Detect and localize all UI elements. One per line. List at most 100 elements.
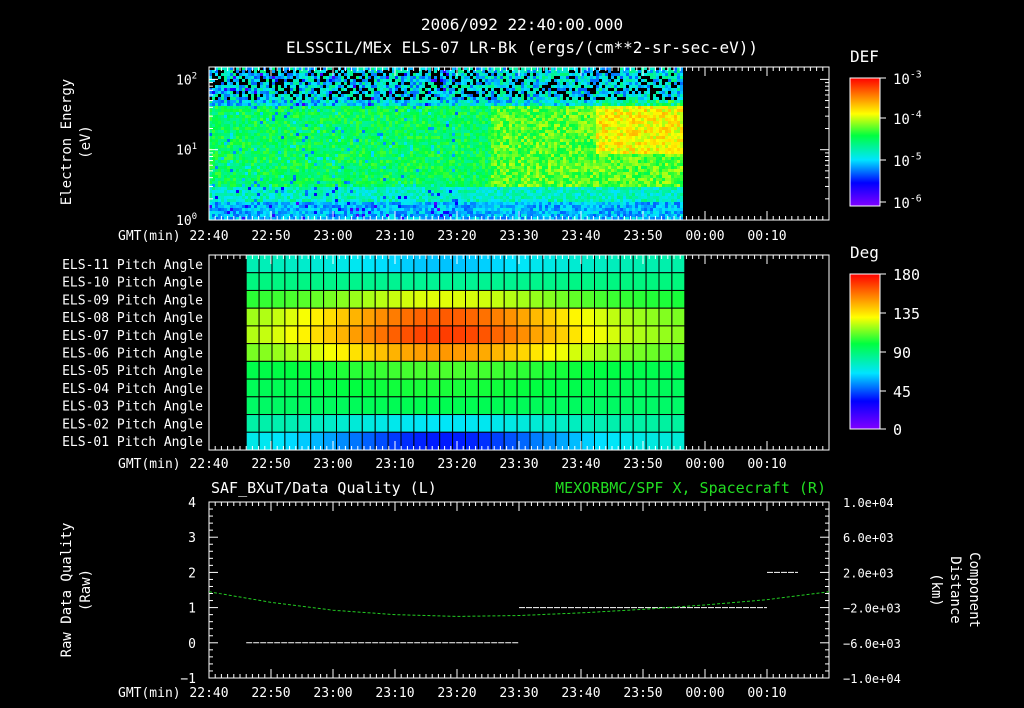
spectrogram-cell — [368, 103, 371, 106]
spectrogram-cell — [347, 97, 350, 100]
spectrogram-cell — [350, 100, 353, 103]
spectrogram-cell — [440, 160, 443, 163]
spectrogram-cell — [323, 109, 326, 112]
spectrogram-cell — [383, 118, 386, 121]
spectrogram-cell — [284, 76, 287, 79]
spectrogram-cell — [362, 184, 365, 187]
spectrogram-cell — [440, 205, 443, 208]
spectrogram-cell — [281, 160, 284, 163]
spectrogram-cell — [410, 88, 413, 91]
spectrogram-cell — [311, 100, 314, 103]
spectrogram-cell — [374, 199, 377, 202]
spectrogram-cell — [317, 187, 320, 190]
spectrogram-cell — [359, 160, 362, 163]
spectrogram-cell — [260, 100, 263, 103]
spectrogram-cell — [314, 148, 317, 151]
spectrogram-cell — [428, 91, 431, 94]
spectrogram-cell — [323, 208, 326, 211]
spectrogram-cell — [248, 172, 251, 175]
spectrogram-cell — [392, 181, 395, 184]
spectrogram-cell — [485, 214, 488, 217]
spectrogram-cell — [275, 202, 278, 205]
spectrogram-cell — [314, 196, 317, 199]
spectrogram-cell — [464, 202, 467, 205]
spectrogram-cell — [371, 106, 374, 109]
spectrogram-cell — [296, 97, 299, 100]
spectrogram-cell — [290, 136, 293, 139]
spectrogram-cell — [227, 73, 230, 76]
spectrogram-cell — [350, 208, 353, 211]
spectrogram-cell — [461, 91, 464, 94]
spectrogram-cell — [263, 190, 266, 193]
spectrogram-cell — [467, 85, 470, 88]
spectrogram-cell — [395, 82, 398, 85]
spectrogram-cell — [314, 127, 317, 130]
spectrogram-cell — [326, 151, 329, 154]
spectrogram-cell — [269, 208, 272, 211]
spectrogram-cell — [446, 172, 449, 175]
spectrogram-cell — [455, 193, 458, 196]
spectrogram-cell — [440, 76, 443, 79]
spectrogram-cell — [371, 121, 374, 124]
spectrogram-cell — [419, 136, 422, 139]
spectrogram-cell — [263, 199, 266, 202]
spectrogram-cell — [254, 154, 257, 157]
spectrogram-cell — [212, 181, 215, 184]
spectrogram-cell — [440, 154, 443, 157]
spectrogram-cell — [209, 160, 212, 163]
spectrogram-cell — [464, 163, 467, 166]
spectrogram-cell — [449, 139, 452, 142]
spectrogram-cell — [269, 169, 272, 172]
spectrogram-cell — [410, 109, 413, 112]
spectrogram-cell — [425, 91, 428, 94]
spectrogram-cell — [272, 79, 275, 82]
spectrogram-cell — [230, 115, 233, 118]
spectrogram-cell — [338, 157, 341, 160]
spectrogram-cell — [470, 157, 473, 160]
spectrogram-cell — [446, 94, 449, 97]
spectrogram-cell — [233, 106, 236, 109]
spectrogram-cell — [419, 214, 422, 217]
spectrogram-cell — [239, 211, 242, 214]
spectrogram-cell — [362, 103, 365, 106]
spectrogram-cell — [284, 169, 287, 172]
spectrogram-cell — [326, 94, 329, 97]
spectrogram-cell — [413, 193, 416, 196]
spectrogram-cell — [221, 214, 224, 217]
spectrogram-cell — [239, 175, 242, 178]
spectrogram-cell — [335, 193, 338, 196]
spectrogram-cell — [335, 175, 338, 178]
spectrogram-cell — [434, 187, 437, 190]
spectrogram-cell — [464, 91, 467, 94]
spectrogram-cell — [494, 106, 497, 109]
spectrogram-cell — [383, 193, 386, 196]
spectrogram-cell — [440, 211, 443, 214]
spectrogram-cell — [476, 76, 479, 79]
spectrogram-cell — [488, 196, 491, 199]
spectrogram-cell — [473, 190, 476, 193]
spectrogram-cell — [449, 85, 452, 88]
spectrogram-cell — [440, 151, 443, 154]
spectrogram-cell — [500, 130, 503, 133]
spectrogram-cell — [452, 136, 455, 139]
spectrogram-cell — [410, 142, 413, 145]
spectrogram-cell — [365, 85, 368, 88]
spectrogram-cell — [275, 94, 278, 97]
spectrogram-cell — [422, 115, 425, 118]
spectrogram-cell — [290, 217, 293, 220]
spectrogram-cell — [413, 94, 416, 97]
spectrogram-cell — [389, 151, 392, 154]
spectrogram-cell — [254, 190, 257, 193]
spectrogram-cell — [338, 76, 341, 79]
spectrogram-cell — [488, 166, 491, 169]
spectrogram-cell — [326, 175, 329, 178]
spectrogram-cell — [401, 211, 404, 214]
spectrogram-cell — [221, 94, 224, 97]
spectrogram-cell — [470, 118, 473, 121]
spectrogram-cell — [230, 151, 233, 154]
spectrogram-cell — [392, 103, 395, 106]
spectrogram-cell — [314, 112, 317, 115]
spectrogram-cell — [476, 166, 479, 169]
spectrogram-cell — [446, 169, 449, 172]
spectrogram-cell — [470, 181, 473, 184]
